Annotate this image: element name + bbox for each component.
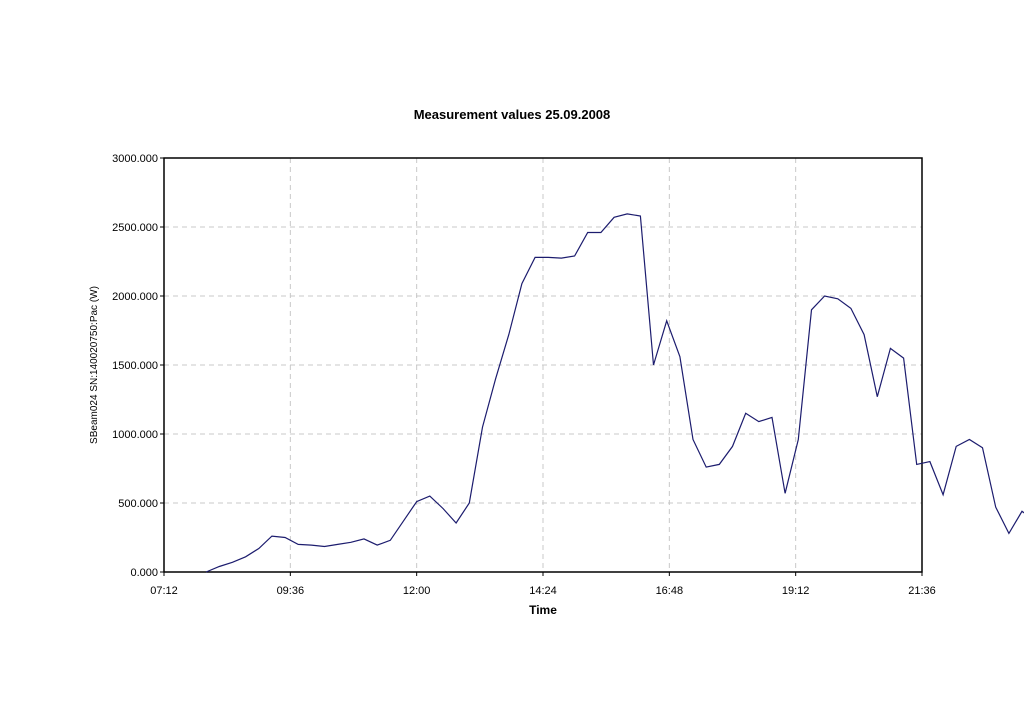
x-tick-label: 09:36: [277, 585, 305, 597]
grid-lines: [164, 158, 922, 572]
x-tick-label: 21:36: [908, 585, 936, 597]
x-tick-label: 14:24: [529, 585, 557, 597]
y-tick-label: 2000.000: [112, 291, 158, 303]
x-axis-label: Time: [529, 603, 557, 617]
series-line: [205, 213, 1024, 573]
x-tick-label: 19:12: [782, 585, 810, 597]
x-tick-label: 12:00: [403, 585, 431, 597]
y-tick-label: 3000.000: [112, 153, 158, 165]
x-axis-ticks: 07:12 09:36 12:00 14:24 16:48 19:12 21:36: [150, 572, 936, 597]
y-tick-label: 500.000: [118, 498, 158, 510]
x-tick-label: 16:48: [656, 585, 684, 597]
y-tick-label: 0.000: [130, 567, 158, 579]
chart-title: Measurement values 25.09.2008: [413, 107, 611, 122]
y-axis-ticks: 0.000 500.000 1000.000 1500.000 2000.000 2500…: [112, 153, 164, 579]
y-tick-label: 2500.000: [112, 222, 158, 234]
y-tick-label: 1500.000: [112, 360, 158, 372]
y-axis-label: SBeam024 SN:140020750:Pac (W): [89, 286, 100, 444]
x-tick-label: 07:12: [150, 585, 178, 597]
y-tick-label: 1000.000: [112, 429, 158, 441]
